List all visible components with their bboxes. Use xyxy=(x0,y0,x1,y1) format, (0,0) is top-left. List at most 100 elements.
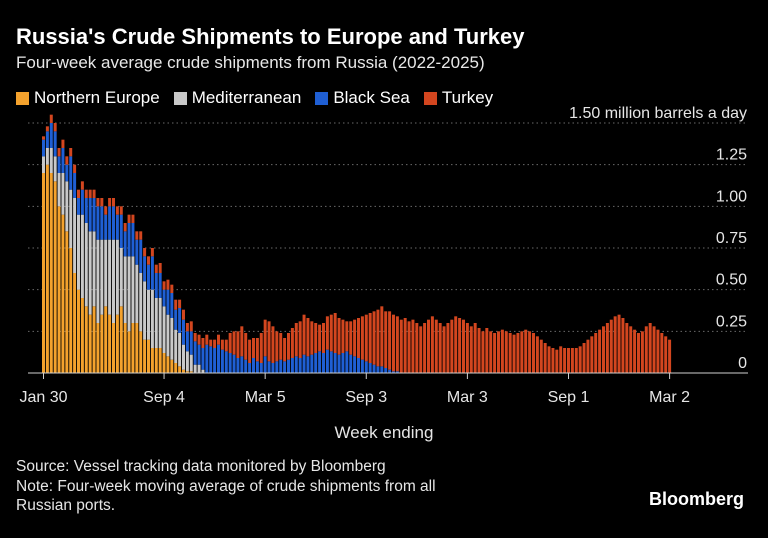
legend-label-northern-europe: Northern Europe xyxy=(34,88,160,107)
bar-segment-northern-europe xyxy=(100,314,104,373)
bar-segment-turkey xyxy=(442,326,446,373)
bar-segment-black-sea xyxy=(185,331,189,352)
bar-segment-turkey xyxy=(551,348,555,373)
bar-segment-black-sea xyxy=(287,359,290,373)
bar-segment-northern-europe xyxy=(96,323,100,373)
bar-segment-northern-europe xyxy=(166,356,170,373)
bar-segment-turkey xyxy=(574,348,578,373)
x-tick-label: Jan 30 xyxy=(19,389,67,406)
bar-segment-turkey xyxy=(376,309,380,367)
bar-segment-mediterranean xyxy=(49,148,53,173)
x-tick-label: Mar 2 xyxy=(649,389,690,406)
bar-segment-turkey xyxy=(240,326,244,357)
bar-segment-turkey xyxy=(586,339,590,373)
bar-segment-mediterranean xyxy=(201,369,205,373)
bar-segment-northern-europe xyxy=(92,306,96,373)
bar-segment-turkey xyxy=(349,321,353,355)
bar-segment-turkey xyxy=(333,313,337,353)
bar-segment-turkey xyxy=(139,231,143,240)
bar-segment-turkey xyxy=(329,314,333,352)
bar-segment-black-sea xyxy=(100,206,104,240)
bar-segment-turkey xyxy=(360,316,364,360)
bar-segment-turkey xyxy=(450,319,454,373)
bar-segment-turkey xyxy=(45,126,49,132)
bar-segment-turkey xyxy=(306,318,310,357)
bar-segment-northern-europe xyxy=(80,298,84,373)
legend-swatch-mediterranean xyxy=(173,91,187,105)
bar-segment-black-sea xyxy=(388,369,392,373)
bar-segment-black-sea xyxy=(213,348,217,373)
bar-segment-black-sea xyxy=(158,273,162,298)
bar-segment-turkey xyxy=(279,333,283,360)
legend-label-black-sea: Black Sea xyxy=(333,88,410,107)
bar-segment-mediterranean xyxy=(139,273,143,332)
bar-segment-black-sea xyxy=(197,344,201,365)
bar-segment-turkey xyxy=(481,331,485,373)
bar-segment-mediterranean xyxy=(162,306,166,353)
bar-segment-turkey xyxy=(605,323,609,373)
bar-segment-turkey xyxy=(53,123,57,132)
bar-segment-black-sea xyxy=(49,123,53,148)
bar-segment-northern-europe xyxy=(170,359,174,373)
bar-segment-black-sea xyxy=(189,331,193,355)
bar-segment-turkey xyxy=(224,339,228,352)
bar-segment-black-sea xyxy=(84,198,88,223)
bar-segment-northern-europe xyxy=(139,331,143,373)
bar-segment-turkey xyxy=(407,321,411,373)
bar-segment-turkey xyxy=(567,348,570,373)
bar-segment-northern-europe xyxy=(127,331,131,373)
legend-item-northern-europe: Northern Europe xyxy=(16,88,160,108)
bar-segment-turkey xyxy=(415,323,419,373)
bar-segment-black-sea xyxy=(322,353,325,373)
bar-segment-black-sea xyxy=(115,214,119,240)
bar-segment-turkey xyxy=(275,331,279,362)
bar-segment-black-sea xyxy=(69,156,73,190)
bar-segment-turkey xyxy=(528,331,532,373)
bar-segment-turkey xyxy=(294,323,298,357)
bar-segment-black-sea xyxy=(119,214,123,248)
x-tick-label: Sep 1 xyxy=(548,389,590,406)
bar-segment-turkey xyxy=(252,338,255,358)
bar-segment-black-sea xyxy=(96,206,100,240)
bar-segment-mediterranean xyxy=(193,364,197,373)
bar-segment-turkey xyxy=(80,181,84,190)
bar-segment-black-sea xyxy=(57,156,61,173)
bar-segment-northern-europe xyxy=(189,371,193,373)
y-tick-label: 1.50 million barrels a day xyxy=(569,105,747,122)
bar-segment-turkey xyxy=(392,314,395,372)
bar-segment-mediterranean xyxy=(61,173,65,215)
bar-segment-turkey xyxy=(419,326,423,373)
bar-segment-turkey xyxy=(395,316,399,372)
bar-segment-black-sea xyxy=(259,363,263,373)
bar-segment-turkey xyxy=(637,333,640,373)
bar-segment-turkey xyxy=(668,339,672,373)
bar-segment-turkey xyxy=(341,319,345,353)
bar-segment-black-sea xyxy=(337,354,341,373)
bar-segment-turkey xyxy=(119,206,123,215)
bar-segment-turkey xyxy=(613,316,617,373)
bar-segment-mediterranean xyxy=(53,156,57,182)
bar-segment-turkey xyxy=(143,248,147,257)
bar-segment-turkey xyxy=(131,214,135,223)
bar-segment-black-sea xyxy=(384,368,388,373)
bar-segment-turkey xyxy=(322,323,325,353)
bar-segment-northern-europe xyxy=(135,323,139,373)
bar-segment-northern-europe xyxy=(154,348,158,373)
bar-segment-turkey xyxy=(248,339,252,363)
bar-segment-turkey xyxy=(399,319,403,373)
bar-segment-mediterranean xyxy=(92,231,96,307)
bar-segment-black-sea xyxy=(166,289,170,315)
bar-segment-turkey xyxy=(570,348,574,373)
bar-segment-black-sea xyxy=(170,293,174,318)
bar-segment-mediterranean xyxy=(73,198,77,273)
bar-segment-turkey xyxy=(582,343,586,373)
bar-segment-mediterranean xyxy=(158,298,162,348)
bar-segment-turkey xyxy=(197,334,201,345)
y-tick-label: 1.00 xyxy=(716,188,747,205)
bar-segment-turkey xyxy=(504,331,508,373)
bar-segment-black-sea xyxy=(267,361,271,373)
bar-segment-turkey xyxy=(446,323,450,373)
bar-segment-black-sea xyxy=(135,239,139,265)
bar-segment-turkey xyxy=(547,346,551,373)
